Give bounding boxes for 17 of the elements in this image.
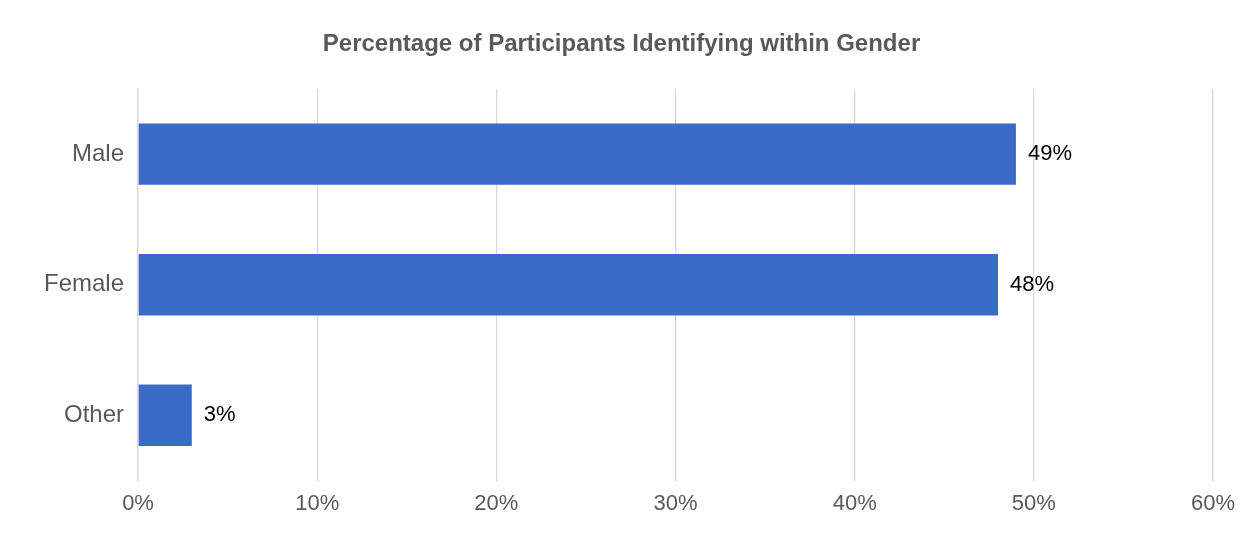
x-tick-label: 0% [122,489,154,515]
y-tick-label: Male [72,138,125,166]
bar [138,123,1016,185]
x-tick-label: 50% [1011,489,1056,515]
data-label: 49% [1027,140,1072,166]
y-tick-label: Other [64,399,125,427]
x-tick-label: 60% [1190,489,1236,515]
bar [138,384,192,446]
bar [138,254,999,316]
x-tick-label: 30% [653,489,698,515]
x-tick-label: 10% [295,489,340,515]
x-tick-label: 20% [474,489,519,515]
data-label: 3% [203,401,236,427]
y-tick-label: Female [44,269,125,297]
x-tick-label: 40% [832,489,877,515]
data-label: 48% [1010,270,1055,296]
chart-title: Percentage of Participants Identifying within Gender [322,29,921,57]
